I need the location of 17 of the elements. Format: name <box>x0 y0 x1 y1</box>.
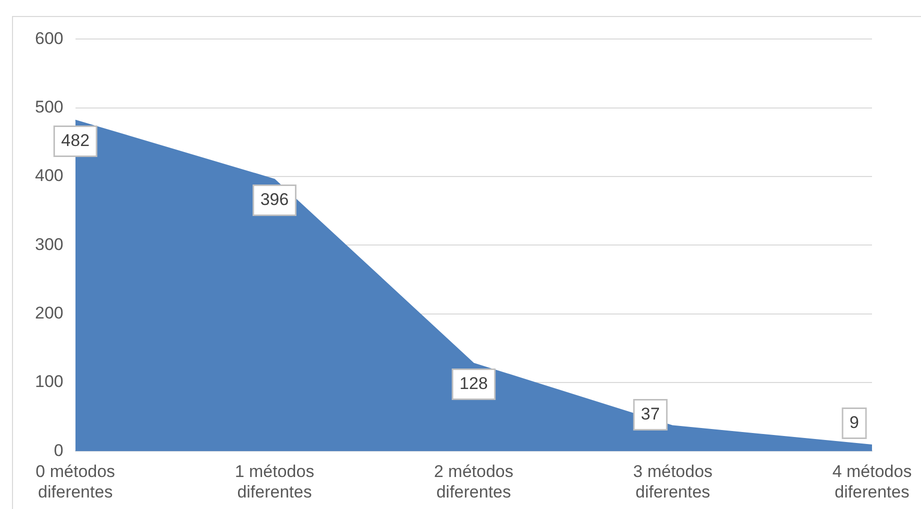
data-label: 37 <box>640 404 660 424</box>
data-label: 396 <box>260 190 289 209</box>
x-tick-label: 3 métodos diferentes <box>633 462 713 502</box>
y-tick-label: 600 <box>34 28 64 48</box>
y-tick-label: 0 <box>54 440 64 460</box>
y-tick-label: 100 <box>34 372 64 392</box>
y-tick-label: 200 <box>34 304 64 323</box>
x-tick-label: 2 métodos diferentes <box>434 462 514 502</box>
data-label: 128 <box>459 374 488 393</box>
y-tick-label: 500 <box>34 98 64 117</box>
data-label: 9 <box>850 412 860 432</box>
data-label: 482 <box>61 130 90 150</box>
x-tick-label: 1 métodos diferentes <box>234 462 314 502</box>
x-tick-label: 0 métodos diferentes <box>36 462 116 502</box>
x-tick-label: 4 métodos diferentes <box>832 462 912 502</box>
y-tick-label: 400 <box>34 166 64 186</box>
y-tick-label: 300 <box>34 234 64 254</box>
